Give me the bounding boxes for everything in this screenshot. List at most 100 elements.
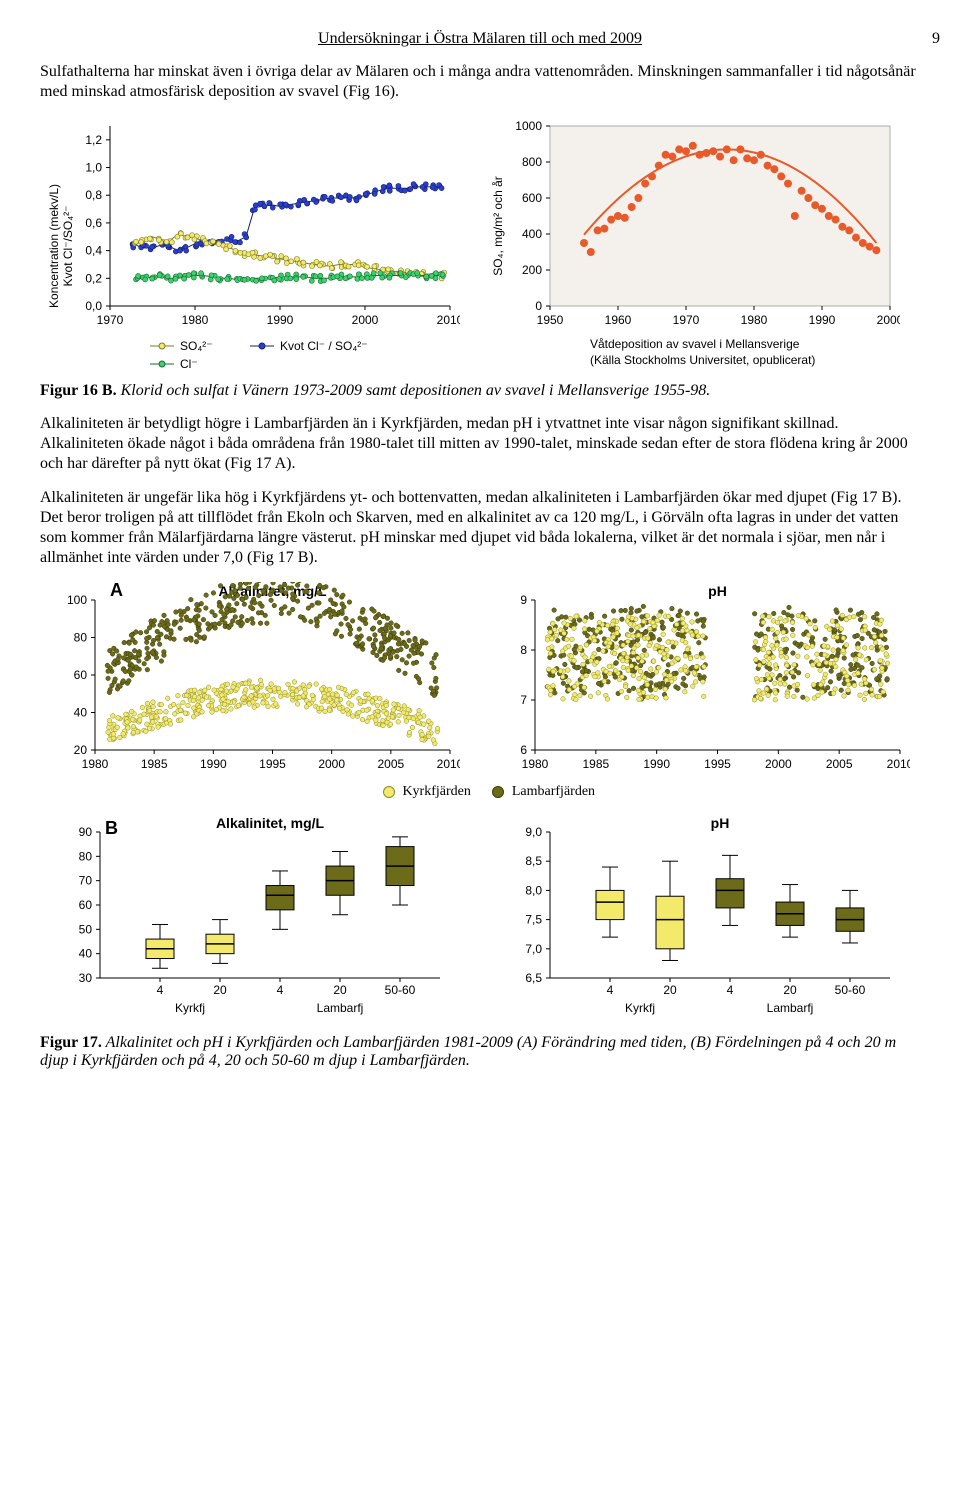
running-title: Undersökningar i Östra Mälaren till och … [318,30,642,47]
svg-text:50-60: 50-60 [385,983,416,997]
fig16-caption-label: Figur 16 B. [40,382,117,399]
fig17-caption: Figur 17. Alkalinitet och pH i Kyrkfjärd… [40,1034,920,1070]
svg-text:1,0: 1,0 [85,161,102,175]
svg-text:100: 100 [67,593,87,607]
fig16-left-panel: 0,00,20,40,60,81,01,21970198019902000201… [40,116,460,376]
page-number: 9 [932,30,940,48]
svg-text:0,0: 0,0 [85,299,102,313]
svg-text:SO₄, mg/m² och år: SO₄, mg/m² och år [491,176,505,276]
paragraph-1: Sulfathalterna har minskat även i övriga… [40,62,920,102]
svg-text:1985: 1985 [582,757,609,771]
svg-text:1980: 1980 [82,757,109,771]
svg-text:Koncentration (mekv/L): Koncentration (mekv/L) [47,184,61,308]
svg-text:SO₄²⁻: SO₄²⁻ [180,339,213,353]
svg-text:Kyrkfj: Kyrkfj [625,1001,655,1015]
svg-text:2005: 2005 [377,757,404,771]
svg-text:4: 4 [607,983,614,997]
fig17A-alk-panel: 204060801001980198519901995200020052010A… [40,582,460,782]
svg-text:9: 9 [520,593,527,607]
svg-text:4: 4 [157,983,164,997]
svg-text:2005: 2005 [826,757,853,771]
svg-text:200: 200 [522,263,542,277]
svg-text:0,2: 0,2 [85,271,102,285]
svg-text:1990: 1990 [200,757,227,771]
svg-text:1990: 1990 [809,313,836,327]
svg-text:60: 60 [79,898,93,912]
svg-text:1960: 1960 [605,313,632,327]
figure-16: 0,00,20,40,60,81,01,21970198019902000201… [40,116,920,376]
svg-text:pH: pH [711,815,730,831]
svg-text:2010: 2010 [437,313,460,327]
svg-text:1970: 1970 [673,313,700,327]
svg-text:40: 40 [79,947,93,961]
svg-text:Kyrkfj: Kyrkfj [175,1001,205,1015]
svg-text:2010: 2010 [887,757,910,771]
svg-text:8,5: 8,5 [525,854,542,868]
paragraph-2: Alkaliniteten är betydligt högre i Lamba… [40,414,920,474]
fig17-caption-text: Alkalinitet och pH i Kyrkfjärden och Lam… [40,1034,896,1069]
svg-text:8: 8 [520,643,527,657]
svg-text:80: 80 [79,849,93,863]
running-header: Undersökningar i Östra Mälaren till och … [40,30,920,48]
svg-text:1985: 1985 [141,757,168,771]
svg-text:50: 50 [79,922,93,936]
svg-text:400: 400 [522,227,542,241]
fig17-caption-label: Figur 17. [40,1034,102,1051]
fig17B-ph-panel: 6,5 7,0 7,5 8,0 8,5 9,0 4 20 4 20 50-60 Kyrkfj Lamba… [490,808,910,1028]
svg-text:Cl⁻: Cl⁻ [180,357,198,371]
svg-text:0: 0 [535,299,542,313]
svg-text:20: 20 [783,983,797,997]
svg-text:6: 6 [520,743,527,757]
fig17B-alk-panel: 3040506070809042042050-60KyrkfjLambarfjA… [40,808,460,1028]
svg-text:1995: 1995 [704,757,731,771]
paragraph-3: Alkaliniteten är ungefär lika hög i Kyrk… [40,488,920,568]
svg-text:30: 30 [79,971,93,985]
svg-text:0,8: 0,8 [85,188,102,202]
svg-text:1995: 1995 [259,757,286,771]
svg-text:(Källa Stockholms Universitet,: (Källa Stockholms Universitet, opublicer… [590,353,815,367]
svg-text:20: 20 [663,983,677,997]
svg-text:0,4: 0,4 [85,244,102,258]
svg-text:1990: 1990 [267,313,294,327]
svg-text:50-60: 50-60 [835,983,866,997]
fig17A-ph-panel: 67891980198519901995200020052010pH [490,582,910,782]
svg-text:1000: 1000 [515,119,542,133]
svg-text:Våtdeposition av svavel i Mell: Våtdeposition av svavel i Mellansverige [590,337,800,351]
svg-text:B: B [105,818,118,838]
kyrk-swatch-icon [383,786,395,798]
svg-text:1980: 1980 [182,313,209,327]
svg-text:60: 60 [74,668,88,682]
svg-text:Kvot Cl⁻ / SO₄²⁻: Kvot Cl⁻ / SO₄²⁻ [280,339,368,353]
svg-text:2010: 2010 [437,757,460,771]
svg-text:Lambarfj: Lambarfj [317,1001,364,1015]
svg-text:20: 20 [74,743,88,757]
svg-text:1980: 1980 [522,757,549,771]
legend-lamb: Lambarfjärden [512,784,595,799]
svg-text:20: 20 [213,983,227,997]
svg-text:Kvot Cl⁻/SO₄²⁻: Kvot Cl⁻/SO₄²⁻ [61,206,75,287]
svg-text:pH: pH [708,583,727,599]
svg-text:7: 7 [520,693,527,707]
svg-text:8,0: 8,0 [525,883,542,897]
fig17-legend: Kyrkfjärden Lambarfjärden [40,784,920,800]
svg-text:90: 90 [79,825,93,839]
svg-text:6,5: 6,5 [525,971,542,985]
svg-text:2000: 2000 [352,313,379,327]
lamb-swatch-icon [492,786,504,798]
fig16-caption-text: Klorid och sulfat i Vänern 1973-2009 sam… [117,382,711,399]
fig17-A-row: 204060801001980198519901995200020052010A… [40,582,920,782]
svg-text:9,0: 9,0 [525,825,542,839]
svg-text:Alkalinitet, mg/L: Alkalinitet, mg/L [216,815,325,831]
svg-text:Lambarfj: Lambarfj [767,1001,814,1015]
svg-text:2000: 2000 [765,757,792,771]
fig16-right-panel: 0200400600800100019501960197019801990200… [480,116,900,376]
svg-text:600: 600 [522,191,542,205]
svg-text:4: 4 [277,983,284,997]
svg-text:7,0: 7,0 [525,942,542,956]
svg-text:2000: 2000 [877,313,900,327]
svg-text:7,5: 7,5 [525,913,542,927]
svg-text:80: 80 [74,631,88,645]
svg-text:4: 4 [727,983,734,997]
svg-text:1950: 1950 [537,313,564,327]
svg-text:1980: 1980 [741,313,768,327]
